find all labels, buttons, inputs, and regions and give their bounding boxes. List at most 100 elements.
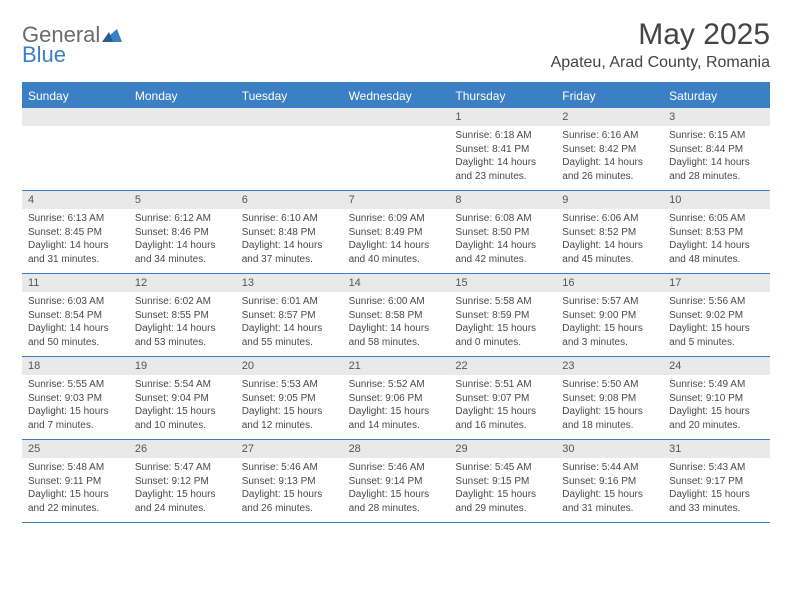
cell-body: Sunrise: 5:46 AMSunset: 9:14 PMDaylight:…: [343, 458, 450, 521]
day-number: 16: [556, 274, 663, 292]
cell-body: Sunrise: 6:10 AMSunset: 8:48 PMDaylight:…: [236, 209, 343, 272]
sunset-text: Sunset: 9:13 PM: [242, 475, 337, 489]
day-number: [343, 108, 450, 126]
daylight-text: Daylight: 14 hours and 58 minutes.: [349, 322, 444, 349]
weeks-container: 1Sunrise: 6:18 AMSunset: 8:41 PMDaylight…: [22, 108, 770, 523]
page-title: May 2025: [551, 18, 770, 52]
day-number: 30: [556, 440, 663, 458]
sunset-text: Sunset: 9:00 PM: [562, 309, 657, 323]
day-number: 11: [22, 274, 129, 292]
sunset-text: Sunset: 8:44 PM: [669, 143, 764, 157]
sunset-text: Sunset: 9:07 PM: [455, 392, 550, 406]
day-header: Sunday: [22, 84, 129, 108]
sunrise-text: Sunrise: 5:43 AM: [669, 461, 764, 475]
cell-body: Sunrise: 6:16 AMSunset: 8:42 PMDaylight:…: [556, 126, 663, 189]
day-number: 12: [129, 274, 236, 292]
calendar-cell: 27Sunrise: 5:46 AMSunset: 9:13 PMDayligh…: [236, 440, 343, 522]
day-number: 7: [343, 191, 450, 209]
cell-body: Sunrise: 5:54 AMSunset: 9:04 PMDaylight:…: [129, 375, 236, 438]
sunset-text: Sunset: 8:41 PM: [455, 143, 550, 157]
sunset-text: Sunset: 8:54 PM: [28, 309, 123, 323]
cell-body: Sunrise: 5:47 AMSunset: 9:12 PMDaylight:…: [129, 458, 236, 521]
day-number: 17: [663, 274, 770, 292]
sunrise-text: Sunrise: 6:18 AM: [455, 129, 550, 143]
cell-body: Sunrise: 6:02 AMSunset: 8:55 PMDaylight:…: [129, 292, 236, 355]
sunrise-text: Sunrise: 6:08 AM: [455, 212, 550, 226]
sunrise-text: Sunrise: 5:45 AM: [455, 461, 550, 475]
daylight-text: Daylight: 15 hours and 29 minutes.: [455, 488, 550, 515]
cell-body: Sunrise: 5:49 AMSunset: 9:10 PMDaylight:…: [663, 375, 770, 438]
cell-body: Sunrise: 5:45 AMSunset: 9:15 PMDaylight:…: [449, 458, 556, 521]
calendar-cell: 22Sunrise: 5:51 AMSunset: 9:07 PMDayligh…: [449, 357, 556, 439]
calendar-cell: [22, 108, 129, 190]
sunset-text: Sunset: 8:45 PM: [28, 226, 123, 240]
calendar-cell: 7Sunrise: 6:09 AMSunset: 8:49 PMDaylight…: [343, 191, 450, 273]
sunset-text: Sunset: 8:50 PM: [455, 226, 550, 240]
week-row: 4Sunrise: 6:13 AMSunset: 8:45 PMDaylight…: [22, 191, 770, 274]
sunrise-text: Sunrise: 5:46 AM: [242, 461, 337, 475]
daylight-text: Daylight: 15 hours and 28 minutes.: [349, 488, 444, 515]
day-header: Thursday: [449, 84, 556, 108]
cell-body: Sunrise: 6:15 AMSunset: 8:44 PMDaylight:…: [663, 126, 770, 189]
daylight-text: Daylight: 15 hours and 20 minutes.: [669, 405, 764, 432]
sunset-text: Sunset: 8:57 PM: [242, 309, 337, 323]
daylight-text: Daylight: 15 hours and 31 minutes.: [562, 488, 657, 515]
sunrise-text: Sunrise: 5:47 AM: [135, 461, 230, 475]
sunrise-text: Sunrise: 5:46 AM: [349, 461, 444, 475]
calendar-cell: 30Sunrise: 5:44 AMSunset: 9:16 PMDayligh…: [556, 440, 663, 522]
day-number: 25: [22, 440, 129, 458]
day-number: 14: [343, 274, 450, 292]
daylight-text: Daylight: 15 hours and 7 minutes.: [28, 405, 123, 432]
day-number: [236, 108, 343, 126]
day-number: 23: [556, 357, 663, 375]
daylight-text: Daylight: 14 hours and 50 minutes.: [28, 322, 123, 349]
sunset-text: Sunset: 8:55 PM: [135, 309, 230, 323]
daylight-text: Daylight: 14 hours and 48 minutes.: [669, 239, 764, 266]
sunset-text: Sunset: 8:52 PM: [562, 226, 657, 240]
daylight-text: Daylight: 14 hours and 40 minutes.: [349, 239, 444, 266]
calendar-cell: 18Sunrise: 5:55 AMSunset: 9:03 PMDayligh…: [22, 357, 129, 439]
daylight-text: Daylight: 14 hours and 55 minutes.: [242, 322, 337, 349]
sunrise-text: Sunrise: 6:00 AM: [349, 295, 444, 309]
calendar-cell: 31Sunrise: 5:43 AMSunset: 9:17 PMDayligh…: [663, 440, 770, 522]
day-header: Friday: [556, 84, 663, 108]
sunrise-text: Sunrise: 5:51 AM: [455, 378, 550, 392]
day-number: 4: [22, 191, 129, 209]
sunset-text: Sunset: 9:16 PM: [562, 475, 657, 489]
daylight-text: Daylight: 15 hours and 5 minutes.: [669, 322, 764, 349]
sunrise-text: Sunrise: 5:57 AM: [562, 295, 657, 309]
daylight-text: Daylight: 15 hours and 18 minutes.: [562, 405, 657, 432]
calendar-cell: 1Sunrise: 6:18 AMSunset: 8:41 PMDaylight…: [449, 108, 556, 190]
sunrise-text: Sunrise: 6:01 AM: [242, 295, 337, 309]
sunset-text: Sunset: 8:46 PM: [135, 226, 230, 240]
sunset-text: Sunset: 9:08 PM: [562, 392, 657, 406]
cell-body: Sunrise: 6:08 AMSunset: 8:50 PMDaylight:…: [449, 209, 556, 272]
day-number: 31: [663, 440, 770, 458]
day-number: 2: [556, 108, 663, 126]
daylight-text: Daylight: 15 hours and 16 minutes.: [455, 405, 550, 432]
calendar-cell: 25Sunrise: 5:48 AMSunset: 9:11 PMDayligh…: [22, 440, 129, 522]
sunset-text: Sunset: 9:10 PM: [669, 392, 764, 406]
day-number: [22, 108, 129, 126]
calendar-cell: 19Sunrise: 5:54 AMSunset: 9:04 PMDayligh…: [129, 357, 236, 439]
sunset-text: Sunset: 9:06 PM: [349, 392, 444, 406]
cell-body: [343, 126, 450, 135]
cell-body: Sunrise: 6:05 AMSunset: 8:53 PMDaylight:…: [663, 209, 770, 272]
day-number: 10: [663, 191, 770, 209]
sunrise-text: Sunrise: 6:03 AM: [28, 295, 123, 309]
cell-body: Sunrise: 6:12 AMSunset: 8:46 PMDaylight:…: [129, 209, 236, 272]
day-number: 24: [663, 357, 770, 375]
daylight-text: Daylight: 14 hours and 28 minutes.: [669, 156, 764, 183]
calendar-cell: 14Sunrise: 6:00 AMSunset: 8:58 PMDayligh…: [343, 274, 450, 356]
cell-body: Sunrise: 5:51 AMSunset: 9:07 PMDaylight:…: [449, 375, 556, 438]
calendar-cell: 26Sunrise: 5:47 AMSunset: 9:12 PMDayligh…: [129, 440, 236, 522]
daylight-text: Daylight: 14 hours and 26 minutes.: [562, 156, 657, 183]
calendar-cell: [129, 108, 236, 190]
sunset-text: Sunset: 9:05 PM: [242, 392, 337, 406]
calendar-cell: [236, 108, 343, 190]
cell-body: Sunrise: 6:03 AMSunset: 8:54 PMDaylight:…: [22, 292, 129, 355]
calendar-cell: 4Sunrise: 6:13 AMSunset: 8:45 PMDaylight…: [22, 191, 129, 273]
sunset-text: Sunset: 8:59 PM: [455, 309, 550, 323]
sunrise-text: Sunrise: 5:52 AM: [349, 378, 444, 392]
calendar-cell: 15Sunrise: 5:58 AMSunset: 8:59 PMDayligh…: [449, 274, 556, 356]
